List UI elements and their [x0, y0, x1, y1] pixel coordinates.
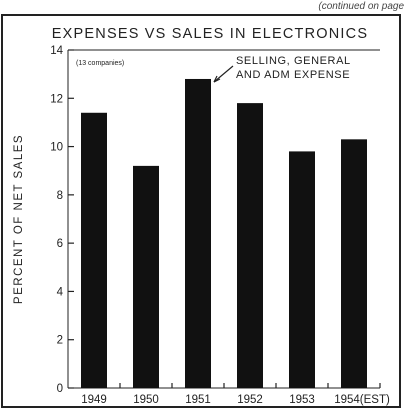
annotation-arrow: [213, 65, 234, 83]
bar-1954est: [341, 139, 367, 388]
y-tick-label: 6: [57, 238, 63, 250]
bar-1951: [185, 78, 211, 388]
x-tick-label: 1954(EST): [334, 394, 390, 406]
y-tick-label: 12: [50, 93, 63, 105]
y-tick-label: 4: [57, 286, 64, 298]
bar-1949: [81, 112, 107, 389]
annotation-line1: SELLING, GENERAL: [236, 55, 351, 67]
plot-area: 0 2 4 6 8 10 12 14 1949 1950 1951 1952 1953 1954(EST…: [50, 45, 390, 406]
y-tick-label: 8: [57, 190, 63, 202]
x-tick-label: 1952: [237, 394, 263, 406]
x-tick-label: 1950: [133, 394, 159, 406]
x-tick-label: 1953: [289, 394, 315, 406]
annotation-arrowhead: [213, 75, 221, 83]
x-tick-labels: 1949 1950 1951 1952 1953 1954(EST): [81, 394, 390, 406]
bars: [81, 78, 381, 389]
y-ticks: 0 2 4 6 8 10 12 14: [50, 45, 74, 395]
bar-1952: [237, 103, 263, 388]
y-axis-title: PERCENT OF NET SALES: [13, 134, 25, 304]
companies-note: (13 companies): [76, 60, 124, 67]
y-tick-label: 2: [57, 335, 63, 347]
y-tick-label: 0: [57, 383, 63, 395]
y-tick-label: 10: [50, 142, 63, 154]
y-tick-label: 14: [50, 45, 63, 57]
x-tick-label: 1949: [81, 394, 107, 406]
bar-1950: [133, 165, 159, 388]
chart-frame: [1, 14, 401, 408]
corner-note: (continued on page: [318, 1, 404, 12]
annotation-line2: AND ADM EXPENSE: [236, 69, 350, 81]
bar-1953: [289, 151, 315, 388]
x-tick-label: 1951: [185, 394, 211, 406]
chart-title: EXPENSES VS SALES IN ELECTRONICS: [52, 26, 368, 42]
